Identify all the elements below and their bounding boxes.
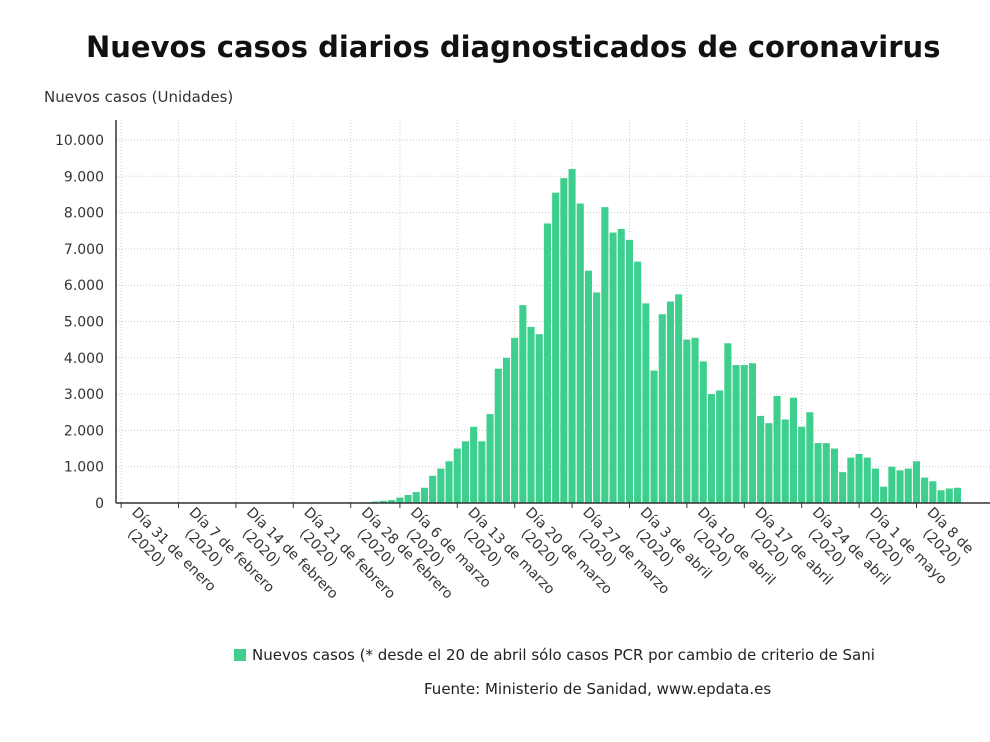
bar [748,363,756,503]
bar [552,192,560,503]
bar [699,361,707,503]
bar [625,239,633,503]
bar [584,270,592,503]
bar [453,448,461,503]
bar [839,472,847,503]
bar [420,487,428,503]
bar [871,468,879,503]
bar [937,490,945,503]
bar [486,414,494,503]
bar [707,394,715,503]
y-tick-label: 9.000 [64,169,104,185]
bar [847,457,855,503]
bar [798,426,806,503]
bar [896,470,904,503]
bar [732,365,740,503]
bar [429,475,437,503]
bar [921,477,929,503]
bar [543,223,551,504]
y-tick-label: 0 [95,496,104,512]
bar [445,461,453,503]
bar [396,497,404,503]
bar [634,261,642,503]
bar [568,169,576,504]
y-tick-label: 2.000 [64,423,104,439]
bar [535,334,543,503]
bar [494,368,502,503]
legend: Nuevos casos (* desde el 20 de abril sól… [234,646,875,664]
bar [880,486,888,503]
bar [855,453,863,503]
bar [642,303,650,503]
bar [945,488,953,503]
y-tick-label: 5.000 [64,315,104,331]
bar [863,457,871,503]
bar [519,305,527,503]
bar [576,203,584,503]
bar [904,468,912,503]
source-note: Fuente: Ministerio de Sanidad, www.epdat… [424,680,772,698]
legend-swatch [234,649,246,661]
bar [830,448,838,503]
bar [888,466,896,503]
bar [683,339,691,503]
bar [912,461,920,503]
y-tick-label: 6.000 [64,278,104,294]
bar [716,390,724,503]
y-tick-label: 1.000 [64,460,104,476]
y-tick-label: 3.000 [64,387,104,403]
bar [478,441,486,503]
bar [757,415,765,503]
bar [658,314,666,503]
bar [470,426,478,503]
bar [789,397,797,503]
bar [527,326,535,503]
y-tick-label: 4.000 [64,351,104,367]
chart-title: Nuevos casos diarios diagnosticados de c… [86,30,941,64]
bar [461,441,469,503]
legend-label: Nuevos casos (* desde el 20 de abril sól… [252,646,875,664]
bar [953,487,961,503]
bar [511,337,519,503]
bar [601,207,609,503]
bar [404,495,412,503]
y-tick-label: 7.000 [64,242,104,258]
bar [617,228,625,503]
bar [773,395,781,503]
bar [388,500,396,503]
bar [412,492,420,503]
bar [593,292,601,503]
bar [740,365,748,503]
bar [379,500,387,503]
y-axis-title: Nuevos casos (Unidades) [44,88,234,106]
y-tick-label: 8.000 [64,206,104,222]
bar [929,481,937,503]
bar [724,343,732,503]
bar [560,178,568,504]
bar [814,443,822,503]
bar [502,357,510,503]
bar [437,468,445,503]
bar [650,370,658,503]
bar [822,443,830,503]
bar [765,423,773,503]
bar [666,301,674,503]
y-tick-label: 10.000 [55,133,104,149]
bar [609,232,617,503]
bar [806,412,814,503]
bar [675,294,683,503]
bar [781,419,789,503]
bar [691,337,699,503]
